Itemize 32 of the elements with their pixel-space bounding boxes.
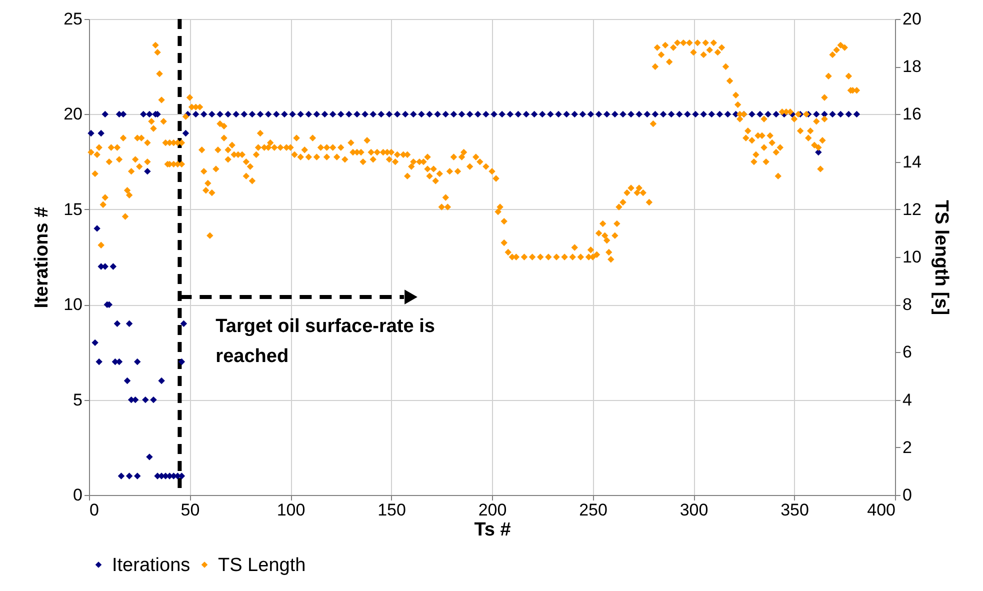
y2-tick-label: 20: [902, 10, 922, 28]
y2-tick-label: 12: [902, 200, 922, 219]
x-tick-label: 100: [276, 500, 306, 520]
y2-tick-label: 8: [902, 295, 912, 314]
x-tick-label: 400: [867, 500, 896, 520]
y2-tick-label: 0: [902, 486, 912, 504]
x-tick-label: 150: [378, 500, 406, 520]
legend-label: TS Length: [218, 554, 306, 576]
y-tick-label: 15: [64, 200, 82, 219]
y-tick-label: 25: [64, 10, 82, 28]
x-tick-label: 250: [579, 500, 608, 520]
x-tick-label: 50: [180, 500, 200, 520]
y2-tick-label: 2: [902, 438, 912, 457]
y2-tick-label: 14: [902, 152, 922, 172]
y2-axis-title: TS length [s]: [930, 200, 952, 316]
x-tick-label: 300: [680, 500, 708, 520]
legend-label: Iterations: [112, 554, 190, 576]
x-tick-label: 200: [478, 500, 507, 520]
x-axis-title: Ts #: [474, 520, 512, 540]
y-tick-label: 0: [73, 486, 82, 504]
y-axis-title: Iterations #: [32, 206, 53, 308]
x-tick-label: 0: [90, 500, 99, 520]
x-tick-label: 350: [780, 500, 809, 520]
y2-tick-label: 18: [902, 57, 922, 76]
y2-tick-label: 6: [902, 342, 912, 362]
y-tick-label: 20: [64, 104, 82, 124]
y-tick-label: 5: [73, 390, 82, 410]
y2-tick-label: 10: [902, 248, 922, 266]
y2-tick-label: 16: [902, 104, 922, 124]
y2-tick-label: 4: [902, 390, 912, 410]
y-tick-label: 10: [64, 295, 82, 314]
annotation: Target oil surface-rate is reached: [216, 316, 435, 367]
